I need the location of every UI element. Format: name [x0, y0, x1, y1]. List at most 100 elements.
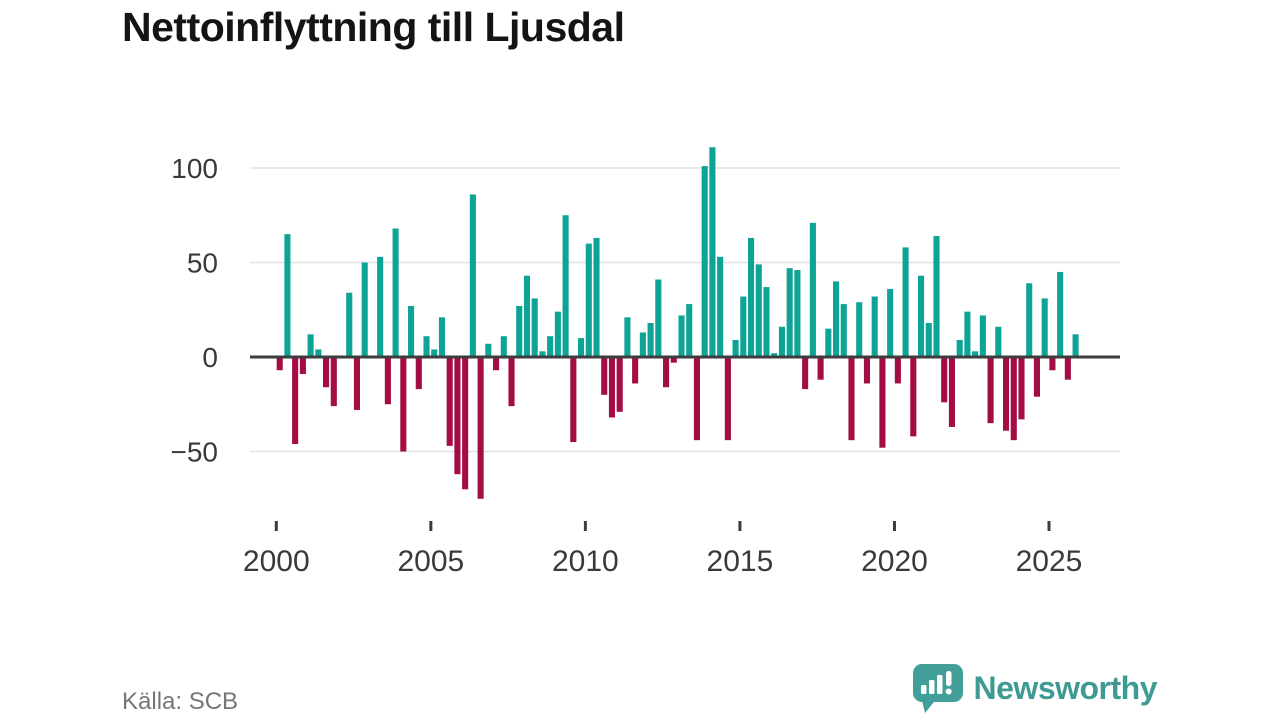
bar-chart: 100 50 0 −50 2000 2005 2010 2015 2020 2025 [171, 147, 1120, 578]
bar [500, 336, 507, 357]
y-tick-label-0: 0 [202, 342, 218, 373]
bar [392, 228, 399, 357]
bar [972, 351, 979, 357]
bar [809, 222, 816, 357]
bar [616, 357, 623, 412]
bar [578, 338, 585, 357]
bar [948, 357, 955, 427]
bar [701, 166, 708, 357]
bar [539, 351, 546, 357]
bar [276, 357, 283, 371]
bar [346, 292, 353, 357]
bar [678, 315, 685, 357]
bar [655, 279, 662, 357]
bar [979, 315, 986, 357]
bar [686, 304, 693, 357]
y-tick-label--50: −50 [171, 437, 219, 468]
bar [925, 322, 932, 357]
bar [1002, 357, 1010, 431]
bar [1049, 357, 1056, 371]
bar [840, 304, 847, 357]
bar [516, 305, 523, 357]
bar [732, 339, 739, 357]
bar [856, 302, 863, 357]
bar [1018, 357, 1025, 420]
bar [747, 237, 755, 357]
bar [632, 357, 639, 384]
bar [755, 264, 762, 357]
bar [624, 317, 631, 357]
bar [1033, 357, 1040, 397]
bar [415, 357, 422, 390]
bar [941, 357, 948, 403]
bar [361, 262, 368, 357]
bar [469, 194, 476, 357]
bar [608, 357, 616, 418]
newsworthy-logo-text: Newsworthy [973, 669, 1158, 706]
bar [554, 311, 561, 357]
bar [315, 349, 322, 357]
bar [1010, 357, 1017, 441]
bar [794, 270, 801, 357]
bar [879, 357, 886, 448]
x-tick-label-2005: 2005 [397, 545, 464, 578]
bar [987, 357, 994, 424]
y-tick-label-100: 100 [171, 153, 218, 184]
source-label: Källa: SCB [122, 688, 239, 715]
bar [724, 357, 731, 441]
bar [917, 275, 925, 357]
bar [523, 275, 531, 357]
bar [693, 357, 701, 441]
bar [802, 357, 809, 390]
bar [323, 357, 330, 388]
bar [477, 357, 484, 499]
x-tick-label-2010: 2010 [552, 545, 619, 578]
x-tick-label-2025: 2025 [1016, 545, 1083, 578]
bar [763, 287, 770, 357]
bar [508, 357, 515, 407]
bar [902, 247, 909, 357]
bar [995, 326, 1002, 357]
bar [531, 298, 538, 357]
bar [670, 357, 677, 363]
bar [1026, 283, 1033, 357]
bar [292, 357, 299, 444]
x-tick-label-2000: 2000 [243, 545, 310, 578]
bar [871, 296, 878, 357]
bar [353, 357, 361, 410]
bar [423, 336, 430, 357]
bar [562, 215, 569, 357]
bar [299, 357, 306, 375]
bar [438, 317, 446, 357]
bar [956, 339, 963, 357]
bar [910, 357, 917, 437]
bar [1072, 334, 1079, 357]
bar [601, 357, 608, 395]
bar [446, 357, 453, 446]
bar [570, 357, 577, 443]
bar [771, 353, 778, 357]
y-tick-label-50: 50 [187, 248, 218, 279]
bar [330, 357, 337, 407]
chart-title: Nettoinflyttning till Ljusdal [122, 4, 625, 50]
bar [663, 357, 670, 388]
bar [778, 326, 786, 357]
bar [485, 343, 492, 357]
bar [825, 328, 832, 357]
bar [493, 357, 500, 371]
bar [786, 268, 793, 357]
newsworthy-logo: Newsworthy [912, 662, 1158, 714]
bar [547, 336, 554, 357]
bar [639, 332, 646, 357]
bar [462, 357, 469, 490]
newsworthy-logo-icon [912, 664, 963, 713]
bar [1041, 298, 1048, 357]
bar [933, 236, 940, 357]
bar [709, 147, 716, 357]
bar [832, 281, 840, 357]
bar [717, 256, 724, 357]
bar [964, 311, 971, 357]
x-tick-label-2020: 2020 [861, 545, 928, 578]
bar [431, 349, 438, 357]
